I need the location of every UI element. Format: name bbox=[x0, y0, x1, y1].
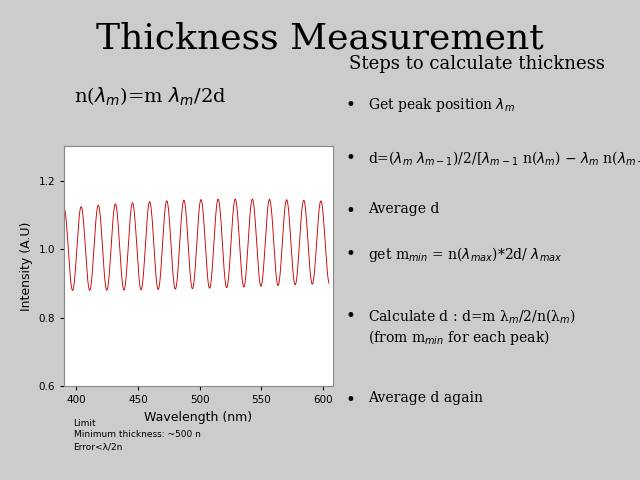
Text: get m$_{min}$ = n($\lambda_{max}$)*2d/ $\lambda_{max}$: get m$_{min}$ = n($\lambda_{max}$)*2d/ $… bbox=[368, 245, 563, 264]
X-axis label: Wavelength (nm): Wavelength (nm) bbox=[145, 411, 252, 424]
Text: n($\lambda_{m}$)=m $\lambda_{m}$/2d: n($\lambda_{m}$)=m $\lambda_{m}$/2d bbox=[74, 86, 226, 108]
Text: Limit
Minimum thickness: ~500 n
Error<λ/2n: Limit Minimum thickness: ~500 n Error<λ/… bbox=[74, 419, 200, 451]
Text: Steps to calculate thickness: Steps to calculate thickness bbox=[349, 55, 605, 73]
Text: •: • bbox=[346, 202, 355, 220]
Text: Average d: Average d bbox=[368, 202, 440, 216]
Text: •: • bbox=[346, 307, 355, 325]
Text: •: • bbox=[346, 149, 355, 167]
Text: •: • bbox=[346, 391, 355, 409]
Text: Average d again: Average d again bbox=[368, 391, 483, 405]
Y-axis label: Intensity (A.U): Intensity (A.U) bbox=[20, 222, 33, 311]
Text: •: • bbox=[346, 96, 355, 114]
Text: •: • bbox=[346, 245, 355, 263]
Text: Thickness Measurement: Thickness Measurement bbox=[96, 22, 544, 56]
Text: d=($\lambda_{m}$ $\lambda_{m-1}$)/2/[$\lambda_{m-1}$ n($\lambda_{m}$) $-$ $\lamb: d=($\lambda_{m}$ $\lambda_{m-1}$)/2/[$\l… bbox=[368, 149, 640, 167]
Text: Get peak position $\lambda_{m}$: Get peak position $\lambda_{m}$ bbox=[368, 96, 515, 114]
Text: Calculate d : d=m λ$_{m}$/2/n(λ$_{m}$)
(from m$_{min}$ for each peak): Calculate d : d=m λ$_{m}$/2/n(λ$_{m}$) (… bbox=[368, 307, 576, 347]
